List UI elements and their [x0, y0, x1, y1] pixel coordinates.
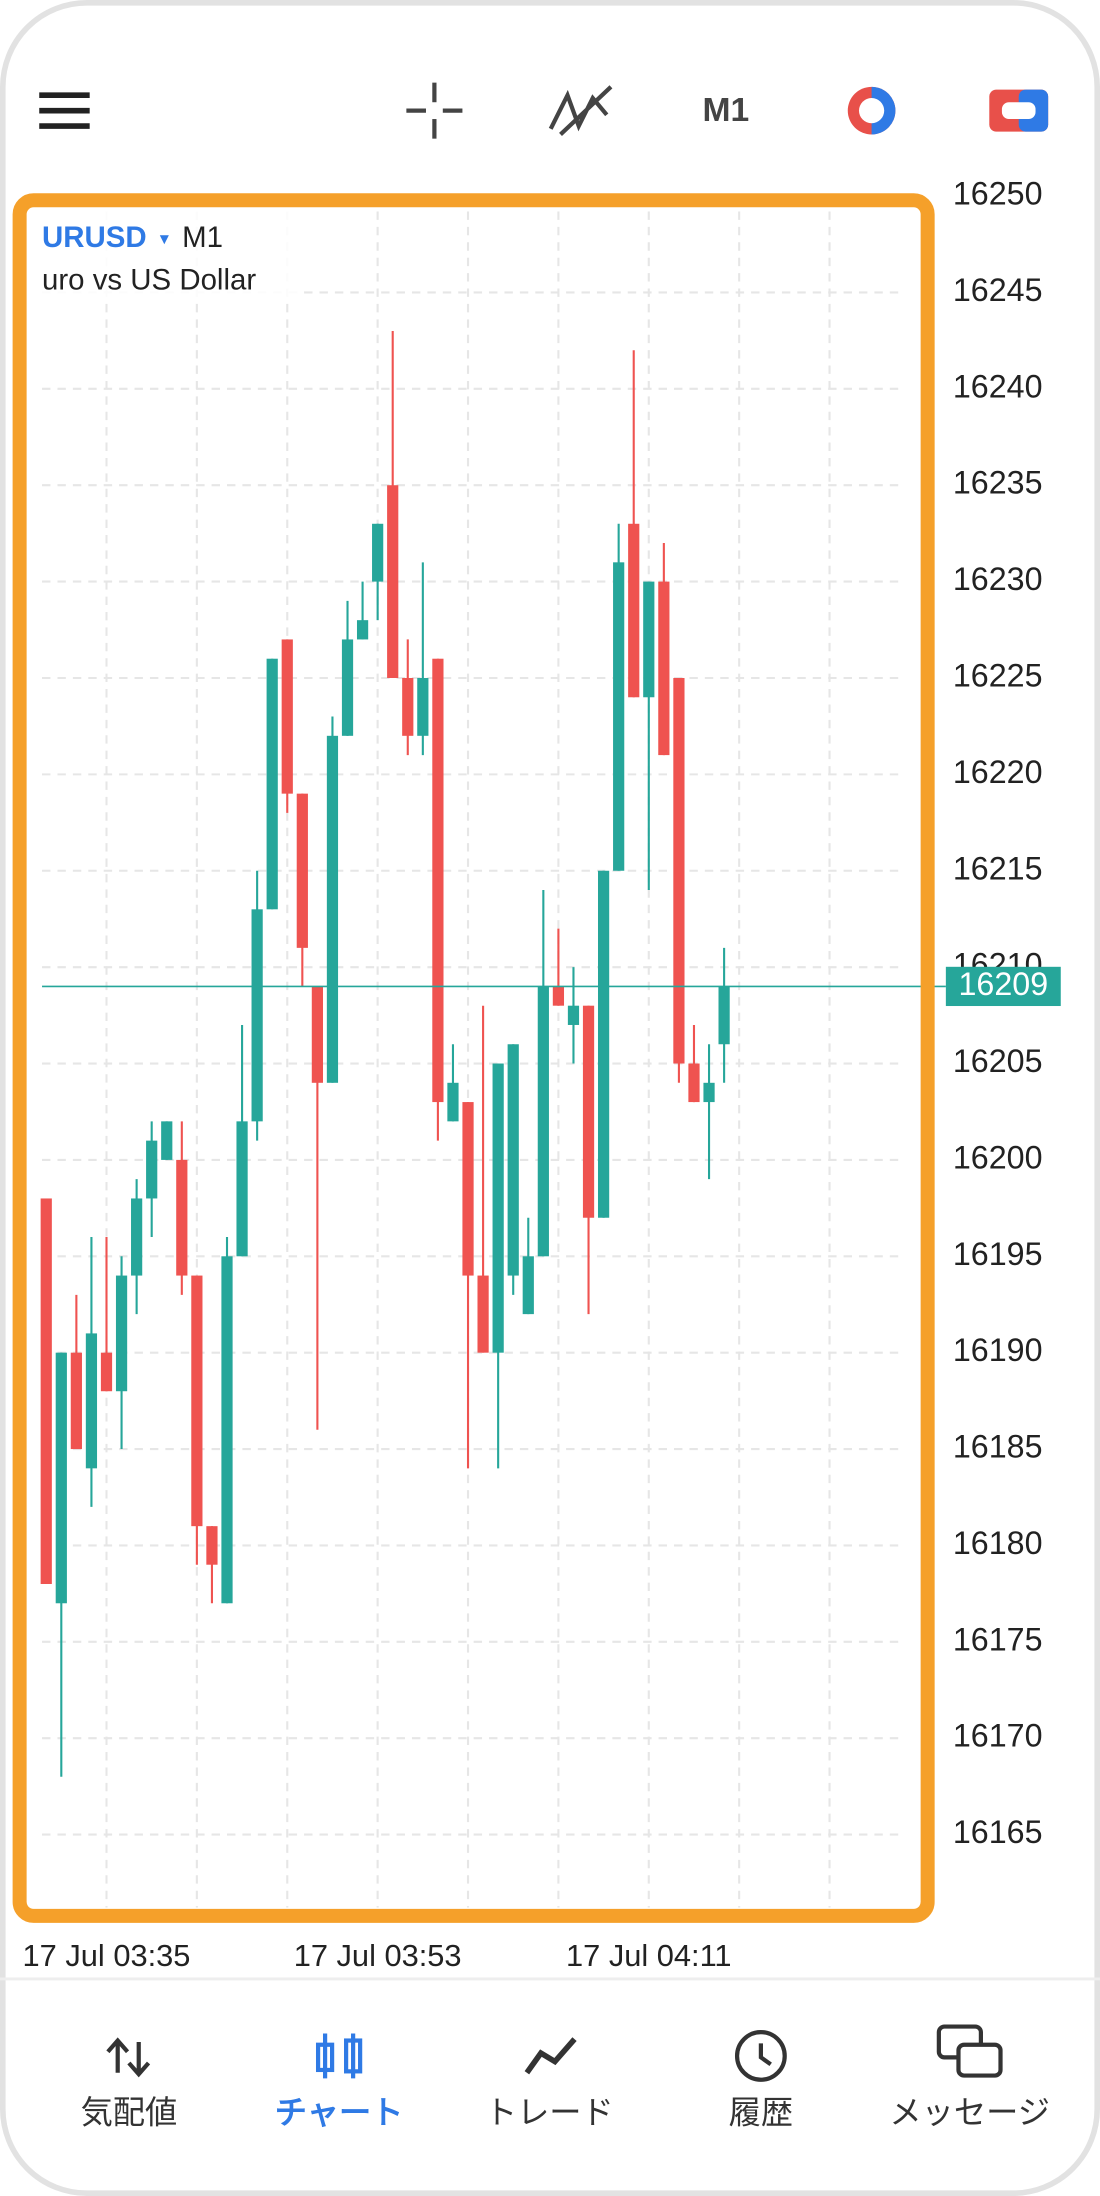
candle-body	[613, 562, 625, 871]
candle-body	[85, 1333, 98, 1469]
indicator-button[interactable]	[548, 85, 613, 136]
nav-item[interactable]: 履歴	[729, 2094, 793, 2130]
candle-body	[567, 1005, 580, 1025]
y-tick-label: 16240	[953, 368, 1043, 404]
nav-item[interactable]: 気配値	[81, 2094, 178, 2130]
y-tick-label: 16215	[953, 850, 1043, 886]
candle-body	[477, 1275, 489, 1353]
y-tick-label: 16195	[953, 1236, 1043, 1272]
y-tick-label: 16230	[953, 561, 1043, 597]
nav-icon	[344, 2038, 363, 2074]
icon-shape	[1001, 102, 1036, 120]
y-tick-label: 16200	[953, 1139, 1043, 1175]
candle-body	[718, 986, 730, 1045]
price-tag-label: 16209	[959, 966, 1049, 1002]
y-tick-label: 16190	[953, 1332, 1043, 1368]
y-tick-label: 16175	[953, 1621, 1043, 1657]
candle-body	[492, 1063, 504, 1353]
candle-body	[372, 523, 384, 582]
candle-body	[447, 1082, 459, 1122]
candle-body	[146, 1140, 158, 1199]
y-tick-label: 16220	[953, 754, 1043, 790]
candle-body	[236, 1121, 248, 1257]
y-tick-label: 16180	[953, 1525, 1043, 1561]
nav-item[interactable]: チャート	[275, 2094, 404, 2130]
symbol[interactable]: URUSD	[42, 221, 147, 254]
x-tick-label: 17 Jul 03:53	[294, 1938, 462, 1973]
candle-body	[311, 986, 323, 1083]
symbol-description: uro vs US Dollar	[42, 263, 256, 296]
candle-body	[356, 620, 369, 640]
nav-icon	[315, 2042, 335, 2073]
candle-body	[387, 485, 399, 678]
candle-body	[417, 677, 429, 736]
candle-body	[507, 1044, 519, 1276]
candle-body	[251, 909, 263, 1122]
candle-body	[597, 870, 610, 1218]
menu-button[interactable]	[39, 92, 90, 129]
candle-body	[628, 523, 640, 698]
candle-body	[206, 1526, 218, 1565]
x-tick-label: 17 Jul 04:11	[566, 1938, 732, 1973]
candle-body	[643, 581, 655, 698]
candle-body	[115, 1275, 128, 1392]
nav-icon	[106, 2037, 151, 2078]
icon-shape	[858, 98, 885, 124]
nav-icon	[758, 2043, 772, 2067]
nav-item[interactable]: メッセージ	[889, 2094, 1049, 2130]
bottom-nav: 気配値 チャート トレード 履歴 メッセージ	[81, 2024, 1050, 2130]
candle-body	[402, 677, 414, 736]
y-tick-label: 16225	[953, 658, 1043, 694]
candle-body	[537, 986, 549, 1257]
trade-button[interactable]	[989, 89, 1049, 132]
candle-body	[70, 1352, 82, 1450]
y-tick-label: 16245	[953, 272, 1043, 308]
timeframe-button[interactable]: M1	[703, 92, 750, 129]
label-backdrop	[30, 210, 298, 302]
price-tag	[945, 966, 1061, 1007]
candle-body	[341, 639, 354, 736]
nav-icon	[956, 2042, 1003, 2078]
candle-body	[55, 1352, 67, 1604]
x-tick-label: 17 Jul 03:35	[23, 1938, 191, 1973]
candles	[40, 331, 730, 1777]
candle-body	[296, 793, 308, 948]
candle-body	[522, 1256, 534, 1315]
candle-body	[326, 735, 339, 1083]
candle-body	[281, 639, 293, 794]
axes: 16165 16170 16175 16180 16185 16190 16195 16200…	[23, 176, 1061, 1973]
candle-body	[266, 658, 278, 910]
candle-body	[131, 1198, 143, 1276]
oneclick-button[interactable]	[847, 86, 896, 135]
crosshair-button[interactable]	[406, 82, 463, 139]
chart-timeframe: M1	[182, 221, 223, 254]
y-tick-label: 16250	[953, 176, 1043, 212]
candle-body	[100, 1352, 113, 1392]
y-tick-label: 16185	[953, 1429, 1043, 1465]
candle-body	[673, 677, 685, 1064]
candle-body	[703, 1082, 715, 1103]
highlight-frame	[12, 193, 935, 1923]
y-tick-label: 16235	[953, 465, 1043, 501]
nav-icon	[524, 2037, 577, 2075]
nav-icon	[734, 2030, 787, 2082]
candle-body	[658, 581, 670, 756]
y-tick-label: 16170	[953, 1718, 1043, 1754]
candle-body	[176, 1159, 188, 1276]
candle-body	[161, 1121, 173, 1160]
y-tick-label: 16165	[953, 1814, 1043, 1850]
candle-body	[221, 1256, 233, 1604]
candle-body	[688, 1063, 700, 1103]
candle-body	[462, 1102, 474, 1276]
candle-body	[432, 658, 444, 1103]
candle-body	[552, 986, 565, 1006]
symbol-dropdown[interactable]: ▾	[160, 228, 170, 248]
candle-body	[40, 1198, 52, 1584]
y-tick-label: 16205	[953, 1043, 1043, 1079]
candle-body	[191, 1275, 203, 1527]
nav-item[interactable]: トレード	[485, 2094, 614, 2130]
candle-body	[582, 1005, 595, 1218]
